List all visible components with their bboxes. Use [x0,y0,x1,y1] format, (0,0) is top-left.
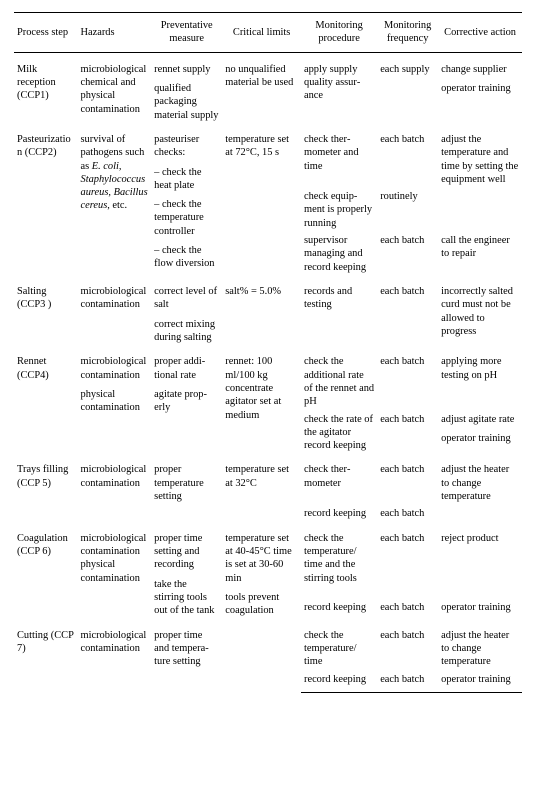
cell-hazards: microbiologi­cal contamina­tion [78,275,152,345]
cell-corrective [438,187,522,231]
cell-monitoring: check equip­ment is prop­erly running [301,187,377,231]
cell-preventative: proper time setting and recordingtake th… [151,522,222,619]
cell-hazards: survival of pathogens such as E. coli, S… [78,123,152,275]
col-monitoring: Monitoring procedure [301,13,377,53]
cell-frequency: each batch [377,275,438,345]
cell-process-step: Rennet (CCP4) [14,345,78,453]
cell-corrective: call the engi­neer to repair [438,231,522,275]
cell-monitoring: check the rate of the agitator record ke… [301,410,377,454]
cell-critical: no unqualified material be used [222,52,301,123]
header-row: Process step Hazards Preventative measur… [14,13,522,53]
cell-frequency: each batch [377,522,438,598]
cell-corrective: operator train­ing [438,670,522,693]
cell-preventative: proper time and tempera­ture setting [151,619,222,693]
cell-corrective [438,504,522,521]
cell-frequency: each batch [377,453,438,504]
cell-frequency: each batch [377,410,438,454]
cell-corrective: reject product [438,522,522,598]
cell-corrective: adjust the heater to change temperature [438,453,522,504]
cell-critical: temperature set at 32°C [222,453,301,521]
cell-corrective: adjust the temperature and time by setti… [438,123,522,187]
cell-corrective: adjust agitate rateoperator train­ing [438,410,522,454]
cell-process-step: Trays filling (CCP 5) [14,453,78,521]
cell-process-step: Pasteurization (CCP2) [14,123,78,275]
cell-monitoring: record keeping [301,504,377,521]
cell-frequency: each batch [377,123,438,187]
col-preventative: Preventative measure [151,13,222,53]
cell-frequency: each batch [377,504,438,521]
cell-monitoring: check ther­mometer [301,453,377,504]
table-row: Salting (CCP3 )microbiologi­cal contamin… [14,275,522,345]
cell-monitoring: record keeping [301,670,377,693]
table-row: Trays filling (CCP 5)microbiologi­cal co… [14,453,522,504]
cell-monitoring: check the additional rate of the rennet … [301,345,377,409]
cell-preventative: proper addi­tional rateagitate prop­erly [151,345,222,453]
cell-critical: rennet: 100 ml/100 kg concentrate agitat… [222,345,301,453]
col-process-step: Process step [14,13,78,53]
cell-frequency: each batch [377,619,438,670]
cell-frequency: each batch [377,345,438,409]
cell-hazards: microbiologi­cal contamina­tion [78,453,152,521]
cell-monitoring: check the temperature/ time [301,619,377,670]
cell-critical: temperature set at 40-45°C time is set a… [222,522,301,619]
cell-monitoring: supervisor managing and record keeping [301,231,377,275]
col-frequency: Monitor­ing fre­quency [377,13,438,53]
cell-hazards: microbiologi­cal contamina­tion physical… [78,522,152,619]
cell-critical: salt% = 5.0% [222,275,301,345]
cell-preventative: rennet supplyqualified packaging materia… [151,52,222,123]
table-row: Coagulation (CCP 6)microbiologi­cal cont… [14,522,522,598]
table-row: Cutting (CCP 7)microbiologi­cal contamin… [14,619,522,670]
col-hazards: Hazards [78,13,152,53]
cell-frequency: each batch [377,670,438,693]
table-row: Milk reception (CCP1)microbiologi­cal ch… [14,52,522,123]
cell-corrective: change supplieroperator train­ing [438,52,522,123]
cell-frequency: each batch [377,598,438,619]
cell-hazards: microbiologi­cal contamina­tionphysical … [78,345,152,453]
cell-corrective: adjust the heater to change temperature [438,619,522,670]
cell-monitoring: check ther­mometer and time [301,123,377,187]
col-critical: Critical limits [222,13,301,53]
cell-frequency: each supply [377,52,438,123]
cell-process-step: Coagulation (CCP 6) [14,522,78,619]
cell-monitoring: record keeping [301,598,377,619]
cell-frequency: each batch [377,231,438,275]
cell-frequency: routinely [377,187,438,231]
cell-monitoring: records and testing [301,275,377,345]
cell-preventative: proper temperature setting [151,453,222,521]
cell-process-step: Salting (CCP3 ) [14,275,78,345]
cell-preventative: correct level of saltcorrect mixing duri… [151,275,222,345]
table-row: Rennet (CCP4)microbiologi­cal contamina­… [14,345,522,409]
haccp-table: Process step Hazards Preventative measur… [14,12,522,693]
cell-hazards: microbiologi­cal contamina­tion [78,619,152,693]
cell-hazards: microbiologi­cal chemical and physical c… [78,52,152,123]
cell-corrective: applying more testing on pH [438,345,522,409]
cell-corrective: operator train­ing [438,598,522,619]
table-row: Pasteurization (CCP2)survival of pathoge… [14,123,522,187]
cell-critical: temperature set at 72°C, 15 s [222,123,301,275]
cell-monitoring: apply supply quality assur­ance [301,52,377,123]
cell-monitoring: check the temperature/ time and the stir… [301,522,377,598]
col-corrective: Corrective action [438,13,522,53]
cell-critical [222,619,301,693]
cell-process-step: Cutting (CCP 7) [14,619,78,693]
cell-preventative: pasteuriser checks:– check the heat plat… [151,123,222,275]
cell-process-step: Milk reception (CCP1) [14,52,78,123]
cell-corrective: incorrectly salted curd must not be allo… [438,275,522,345]
